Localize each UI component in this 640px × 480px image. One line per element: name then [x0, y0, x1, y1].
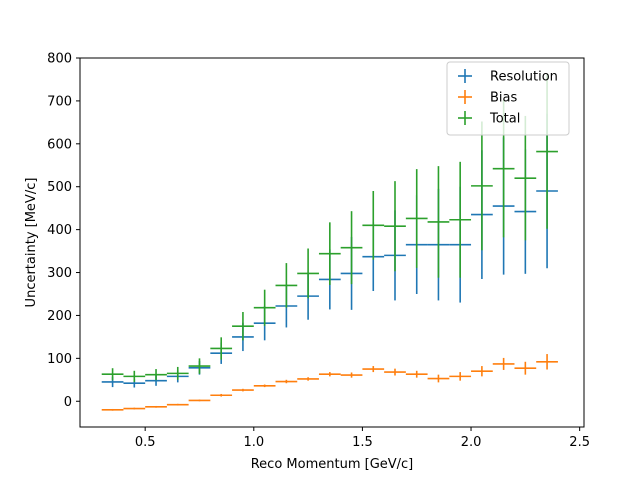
data-point: [297, 377, 319, 381]
legend: Resolution Bias Total: [446, 61, 570, 136]
data-point: [514, 115, 537, 241]
legend-swatch: [458, 111, 472, 125]
x-tick-label-2: 1.5: [352, 435, 373, 450]
data-point: [188, 358, 211, 374]
y-tick-label-3: 300: [47, 266, 72, 281]
data-point: [123, 407, 146, 410]
data-point: [166, 366, 189, 380]
data-point: [471, 121, 493, 251]
series-total: [101, 74, 558, 382]
data-point: [101, 408, 124, 411]
y-tick-label-1: 100: [47, 352, 72, 367]
data-point: [514, 361, 537, 375]
data-point: [362, 366, 385, 373]
data-point: [492, 357, 515, 370]
legend-swatch: [458, 69, 472, 83]
y-axis: 0 100 200 300 400 500 600 700 800: [47, 52, 80, 410]
legend-swatch: [458, 90, 472, 104]
data-point: [405, 169, 428, 268]
legend-item-total: Total: [458, 111, 520, 127]
y-tick-label-2: 200: [47, 309, 72, 324]
x-axis-title: Reco Momentum [GeV/c]: [251, 457, 414, 472]
data-point: [210, 337, 233, 360]
data-point: [384, 181, 406, 272]
data-point: [340, 211, 363, 285]
y-tick-label-4: 400: [47, 223, 72, 238]
data-point: [145, 405, 167, 408]
plot-frame: [79, 57, 585, 428]
data-point: [536, 354, 558, 370]
x-axis: 0.5 1.0 1.5 2.0 2.5: [135, 427, 590, 450]
legend-box: [446, 61, 570, 136]
data-point: [318, 372, 341, 377]
data-point: [210, 393, 233, 397]
data-point: [253, 289, 276, 326]
series-bias: [101, 354, 558, 411]
data-point: [232, 312, 254, 341]
legend-label: Bias: [490, 91, 517, 106]
data-point: [253, 384, 276, 388]
data-point: [362, 191, 385, 260]
data-point: [145, 369, 167, 381]
x-tick-label-3: 2.0: [461, 435, 482, 450]
data-point: [384, 368, 406, 376]
data-point: [318, 222, 341, 285]
data-point: [471, 366, 493, 377]
legend-label: Resolution: [490, 70, 558, 85]
data-point: [405, 370, 428, 378]
data-point: [232, 388, 254, 392]
data-point: [449, 372, 472, 381]
data-point: [297, 248, 319, 299]
data-point: [427, 166, 450, 278]
legend-label: Total: [489, 112, 520, 127]
data-point: [275, 263, 298, 308]
data-point: [449, 161, 472, 278]
y-tick-label-8: 800: [47, 52, 72, 67]
x-tick-label-0: 0.5: [135, 435, 156, 450]
data-point: [340, 372, 363, 378]
data-point: [427, 374, 450, 383]
x-tick-label-4: 2.5: [569, 435, 590, 450]
data-point: [101, 368, 124, 381]
y-tick-label-7: 700: [47, 94, 72, 109]
legend-item-bias: Bias: [458, 90, 517, 106]
y-tick-label-6: 600: [47, 137, 72, 152]
y-tick-label-0: 0: [64, 395, 72, 410]
legend-item-resolution: Resolution: [458, 69, 558, 85]
x-tick-label-1: 1.0: [243, 435, 264, 450]
data-marks: [101, 74, 558, 411]
data-point: [166, 403, 189, 406]
data-point: [275, 379, 298, 384]
data-point: [188, 399, 211, 402]
y-tick-label-5: 500: [47, 180, 72, 195]
y-axis-title: Uncertainty [MeV/c]: [24, 178, 39, 308]
data-point: [123, 370, 146, 382]
